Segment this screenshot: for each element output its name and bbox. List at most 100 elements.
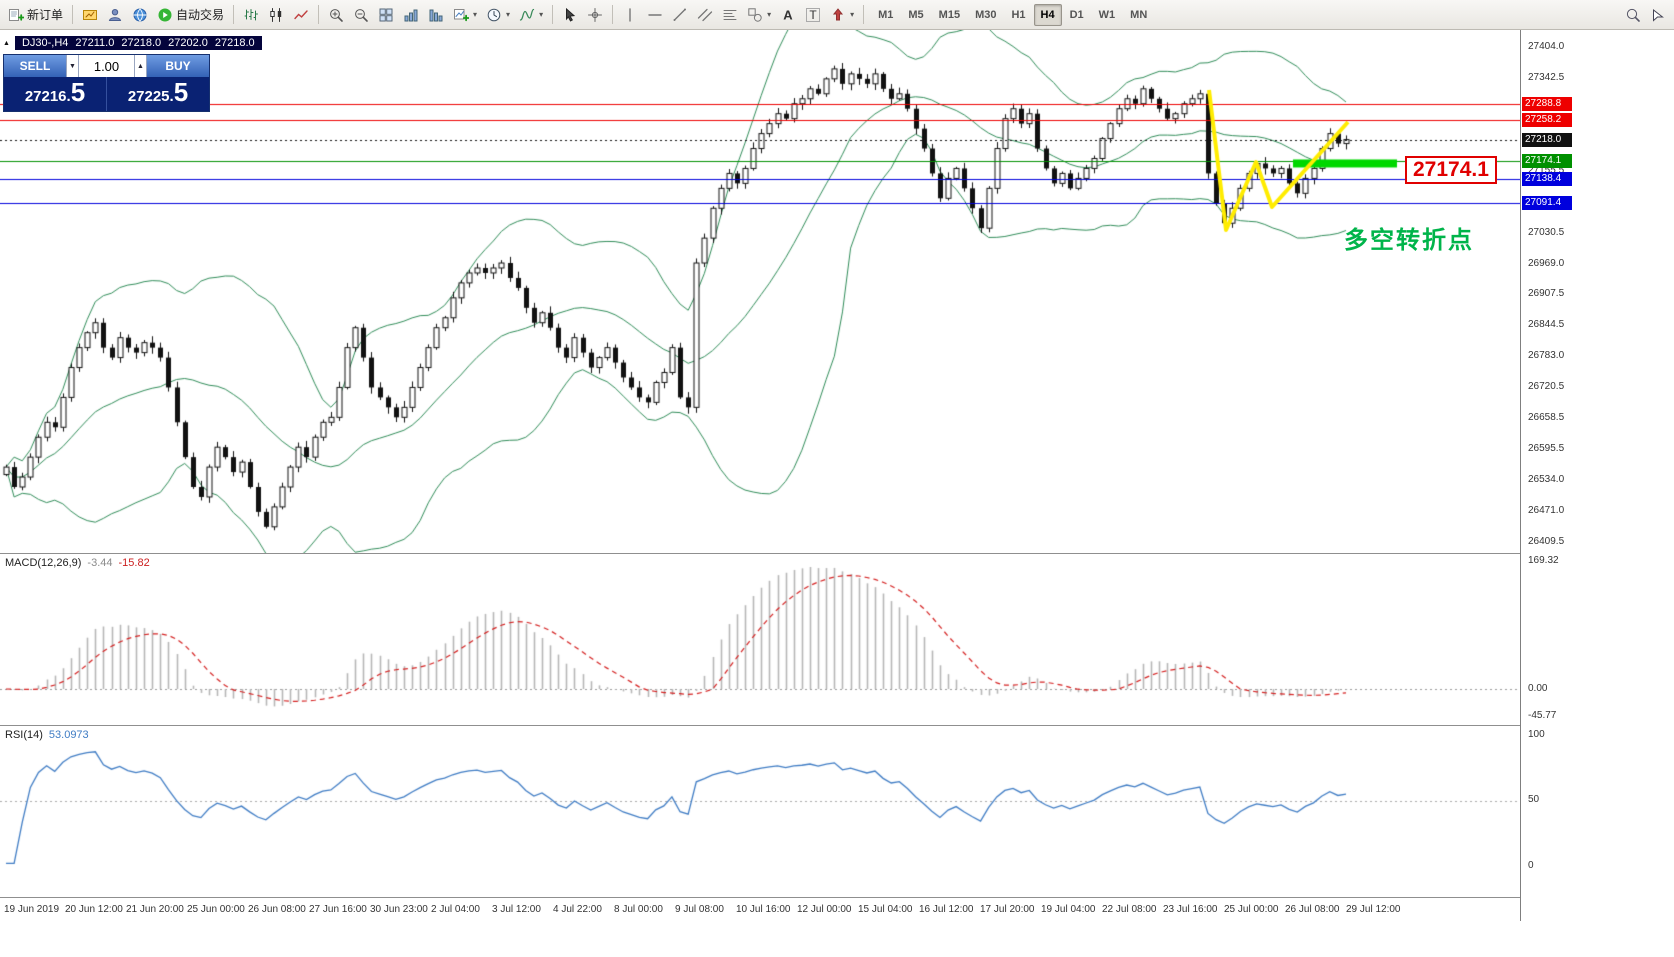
horizontal-line-button[interactable] xyxy=(643,3,667,27)
market-watch-button[interactable] xyxy=(78,3,102,27)
price-axis-tick: 26471.0 xyxy=(1528,505,1565,517)
timeframe-w1-button[interactable]: W1 xyxy=(1098,8,1116,21)
terminal-button[interactable] xyxy=(128,3,152,27)
open-value: 27211.0 xyxy=(75,37,115,49)
price-axis-tick: 27342.5 xyxy=(1528,71,1565,83)
volume-decrease-button[interactable]: ▼ xyxy=(66,55,79,77)
timeframe-d1-button[interactable]: D1 xyxy=(1069,8,1084,21)
zoom-out-icon xyxy=(353,7,369,23)
trendline-icon xyxy=(672,7,688,23)
profile-button[interactable] xyxy=(103,3,127,27)
indicators-button[interactable]: ▾ xyxy=(515,3,547,27)
price-axis-tick: 27404.0 xyxy=(1528,41,1565,52)
price-axis-tick: 26720.5 xyxy=(1528,381,1565,393)
volume-input[interactable] xyxy=(79,55,134,77)
price-level-tag: 27174.1 xyxy=(1522,154,1572,169)
chart-workspace: ▲ DJ30-,H4 27211.0 27218.0 27202.0 27218… xyxy=(0,30,1674,921)
arrange-down-button[interactable] xyxy=(424,3,448,27)
channel-icon xyxy=(697,7,713,23)
chart-plus-icon xyxy=(453,7,470,23)
turning-point-annotation: 多空转折点 xyxy=(1344,227,1474,254)
price-axis-tick: 26409.5 xyxy=(1528,536,1565,547)
arrange-down-icon xyxy=(428,7,444,23)
crosshair-button[interactable] xyxy=(583,3,607,27)
price-axis-tick: 26907.5 xyxy=(1528,288,1565,300)
vertical-line-icon xyxy=(622,7,638,23)
cursor-button[interactable] xyxy=(558,3,582,27)
text-button[interactable]: A xyxy=(776,3,800,27)
time-axis-label: 17 Jul 20:00 xyxy=(980,904,1035,915)
crosshair-icon xyxy=(587,7,603,23)
fibonacci-button[interactable] xyxy=(718,3,742,27)
cursor-icon xyxy=(562,7,578,23)
shapes-button[interactable]: ▾ xyxy=(743,3,775,27)
price-chart-canvas[interactable] xyxy=(0,30,1520,553)
buy-price-main: 27225. xyxy=(127,88,174,105)
text-label-button[interactable]: T xyxy=(801,3,825,27)
timeframe-m30-button[interactable]: M30 xyxy=(975,8,997,21)
toolbar-separator xyxy=(612,5,614,24)
channel-button[interactable] xyxy=(693,3,717,27)
price-level-tag: 27091.4 xyxy=(1522,195,1572,210)
new-order-button[interactable]: 新订单 xyxy=(4,3,67,27)
shapes-icon xyxy=(747,7,763,23)
timeframe-m1-button[interactable]: M1 xyxy=(878,8,894,21)
bar-chart-button[interactable] xyxy=(239,3,263,27)
price-level-tag: 27288.8 xyxy=(1522,97,1572,112)
toolbar-separator xyxy=(863,5,865,24)
price-axis-tick: 26969.0 xyxy=(1528,257,1565,269)
time-axis-label: 19 Jun 2019 xyxy=(4,904,60,915)
sell-price[interactable]: 27216. 5 xyxy=(4,77,106,111)
volume-increase-button[interactable]: ▲ xyxy=(134,55,147,77)
timeframe-h1-button[interactable]: H1 xyxy=(1011,8,1026,21)
candle-chart-button[interactable] xyxy=(264,3,288,27)
new-chart-button[interactable]: ▾ xyxy=(449,3,481,27)
price-level-tag: 27258.2 xyxy=(1522,112,1572,127)
timeframe-m5-button[interactable]: M5 xyxy=(908,8,924,21)
timeframe-mn-button[interactable]: MN xyxy=(1130,8,1148,21)
search-button[interactable] xyxy=(1621,3,1645,27)
arrows-button[interactable]: ▾ xyxy=(826,3,858,27)
price-chart-panel: ▲ DJ30-,H4 27211.0 27218.0 27202.0 27218… xyxy=(0,30,1520,554)
zoom-out-button[interactable] xyxy=(349,3,373,27)
macd-axis-label: -45.77 xyxy=(1528,710,1557,721)
tile-windows-button[interactable] xyxy=(374,3,398,27)
horizontal-line-icon xyxy=(647,7,663,23)
zoom-in-button[interactable] xyxy=(324,3,348,27)
time-axis[interactable]: 19 Jun 2019 20 Jun 12:00 21 Jun 20:00 25 Ju… xyxy=(0,898,1520,920)
period-button[interactable]: ▾ xyxy=(482,3,514,27)
sell-price-main: 27216. xyxy=(24,88,71,105)
line-chart-button[interactable] xyxy=(289,3,313,27)
main-toolbar: 新订单 自动交易 ▾ ▾ ▾ ▾ A T ▾ M1 M5 M15 M30 H1 H4 D1 W1 MN xyxy=(0,0,1674,30)
vertical-line-button[interactable] xyxy=(618,3,642,27)
zoom-in-icon xyxy=(328,7,344,23)
auto-trading-button[interactable]: 自动交易 xyxy=(153,3,228,27)
time-axis-label: 25 Jul 00:00 xyxy=(1224,904,1279,915)
macd-canvas[interactable] xyxy=(0,554,1520,725)
rsi-canvas[interactable] xyxy=(0,726,1520,897)
time-axis-label: 26 Jul 08:00 xyxy=(1285,904,1340,915)
collapse-triangle-icon[interactable]: ▲ xyxy=(3,39,10,47)
arrange-up-button[interactable] xyxy=(399,3,423,27)
rsi-value: 53.0973 xyxy=(48,729,89,741)
macd-signal-value: -15.82 xyxy=(118,557,150,569)
trendline-button[interactable] xyxy=(668,3,692,27)
key-level-price-callout: 27174.1 xyxy=(1405,156,1497,184)
buy-button[interactable]: BUY xyxy=(147,55,209,77)
close-value: 27218.0 xyxy=(214,37,255,49)
low-value: 27202.0 xyxy=(168,37,208,49)
price-axis-tick: 27030.5 xyxy=(1528,226,1565,238)
right-axis[interactable]: 27404.027342.527280.527218.027155.527093… xyxy=(1520,30,1674,921)
time-axis-label: 19 Jul 04:00 xyxy=(1041,904,1096,915)
sell-button[interactable]: SELL xyxy=(4,55,66,77)
time-axis-label: 12 Jul 00:00 xyxy=(797,904,852,915)
text-t-icon: T xyxy=(805,7,821,23)
timeframe-m15-button[interactable]: M15 xyxy=(938,8,961,21)
timeframe-h4-button[interactable]: H4 xyxy=(1033,3,1062,26)
time-axis-label: 3 Jul 12:00 xyxy=(492,904,541,915)
quick-nav-button[interactable] xyxy=(1646,3,1670,27)
macd-value: -3.44 xyxy=(87,557,113,569)
time-axis-label: 22 Jul 08:00 xyxy=(1102,904,1157,915)
time-axis-label: 23 Jul 16:00 xyxy=(1163,904,1218,915)
buy-price[interactable]: 27225. 5 xyxy=(107,77,209,111)
